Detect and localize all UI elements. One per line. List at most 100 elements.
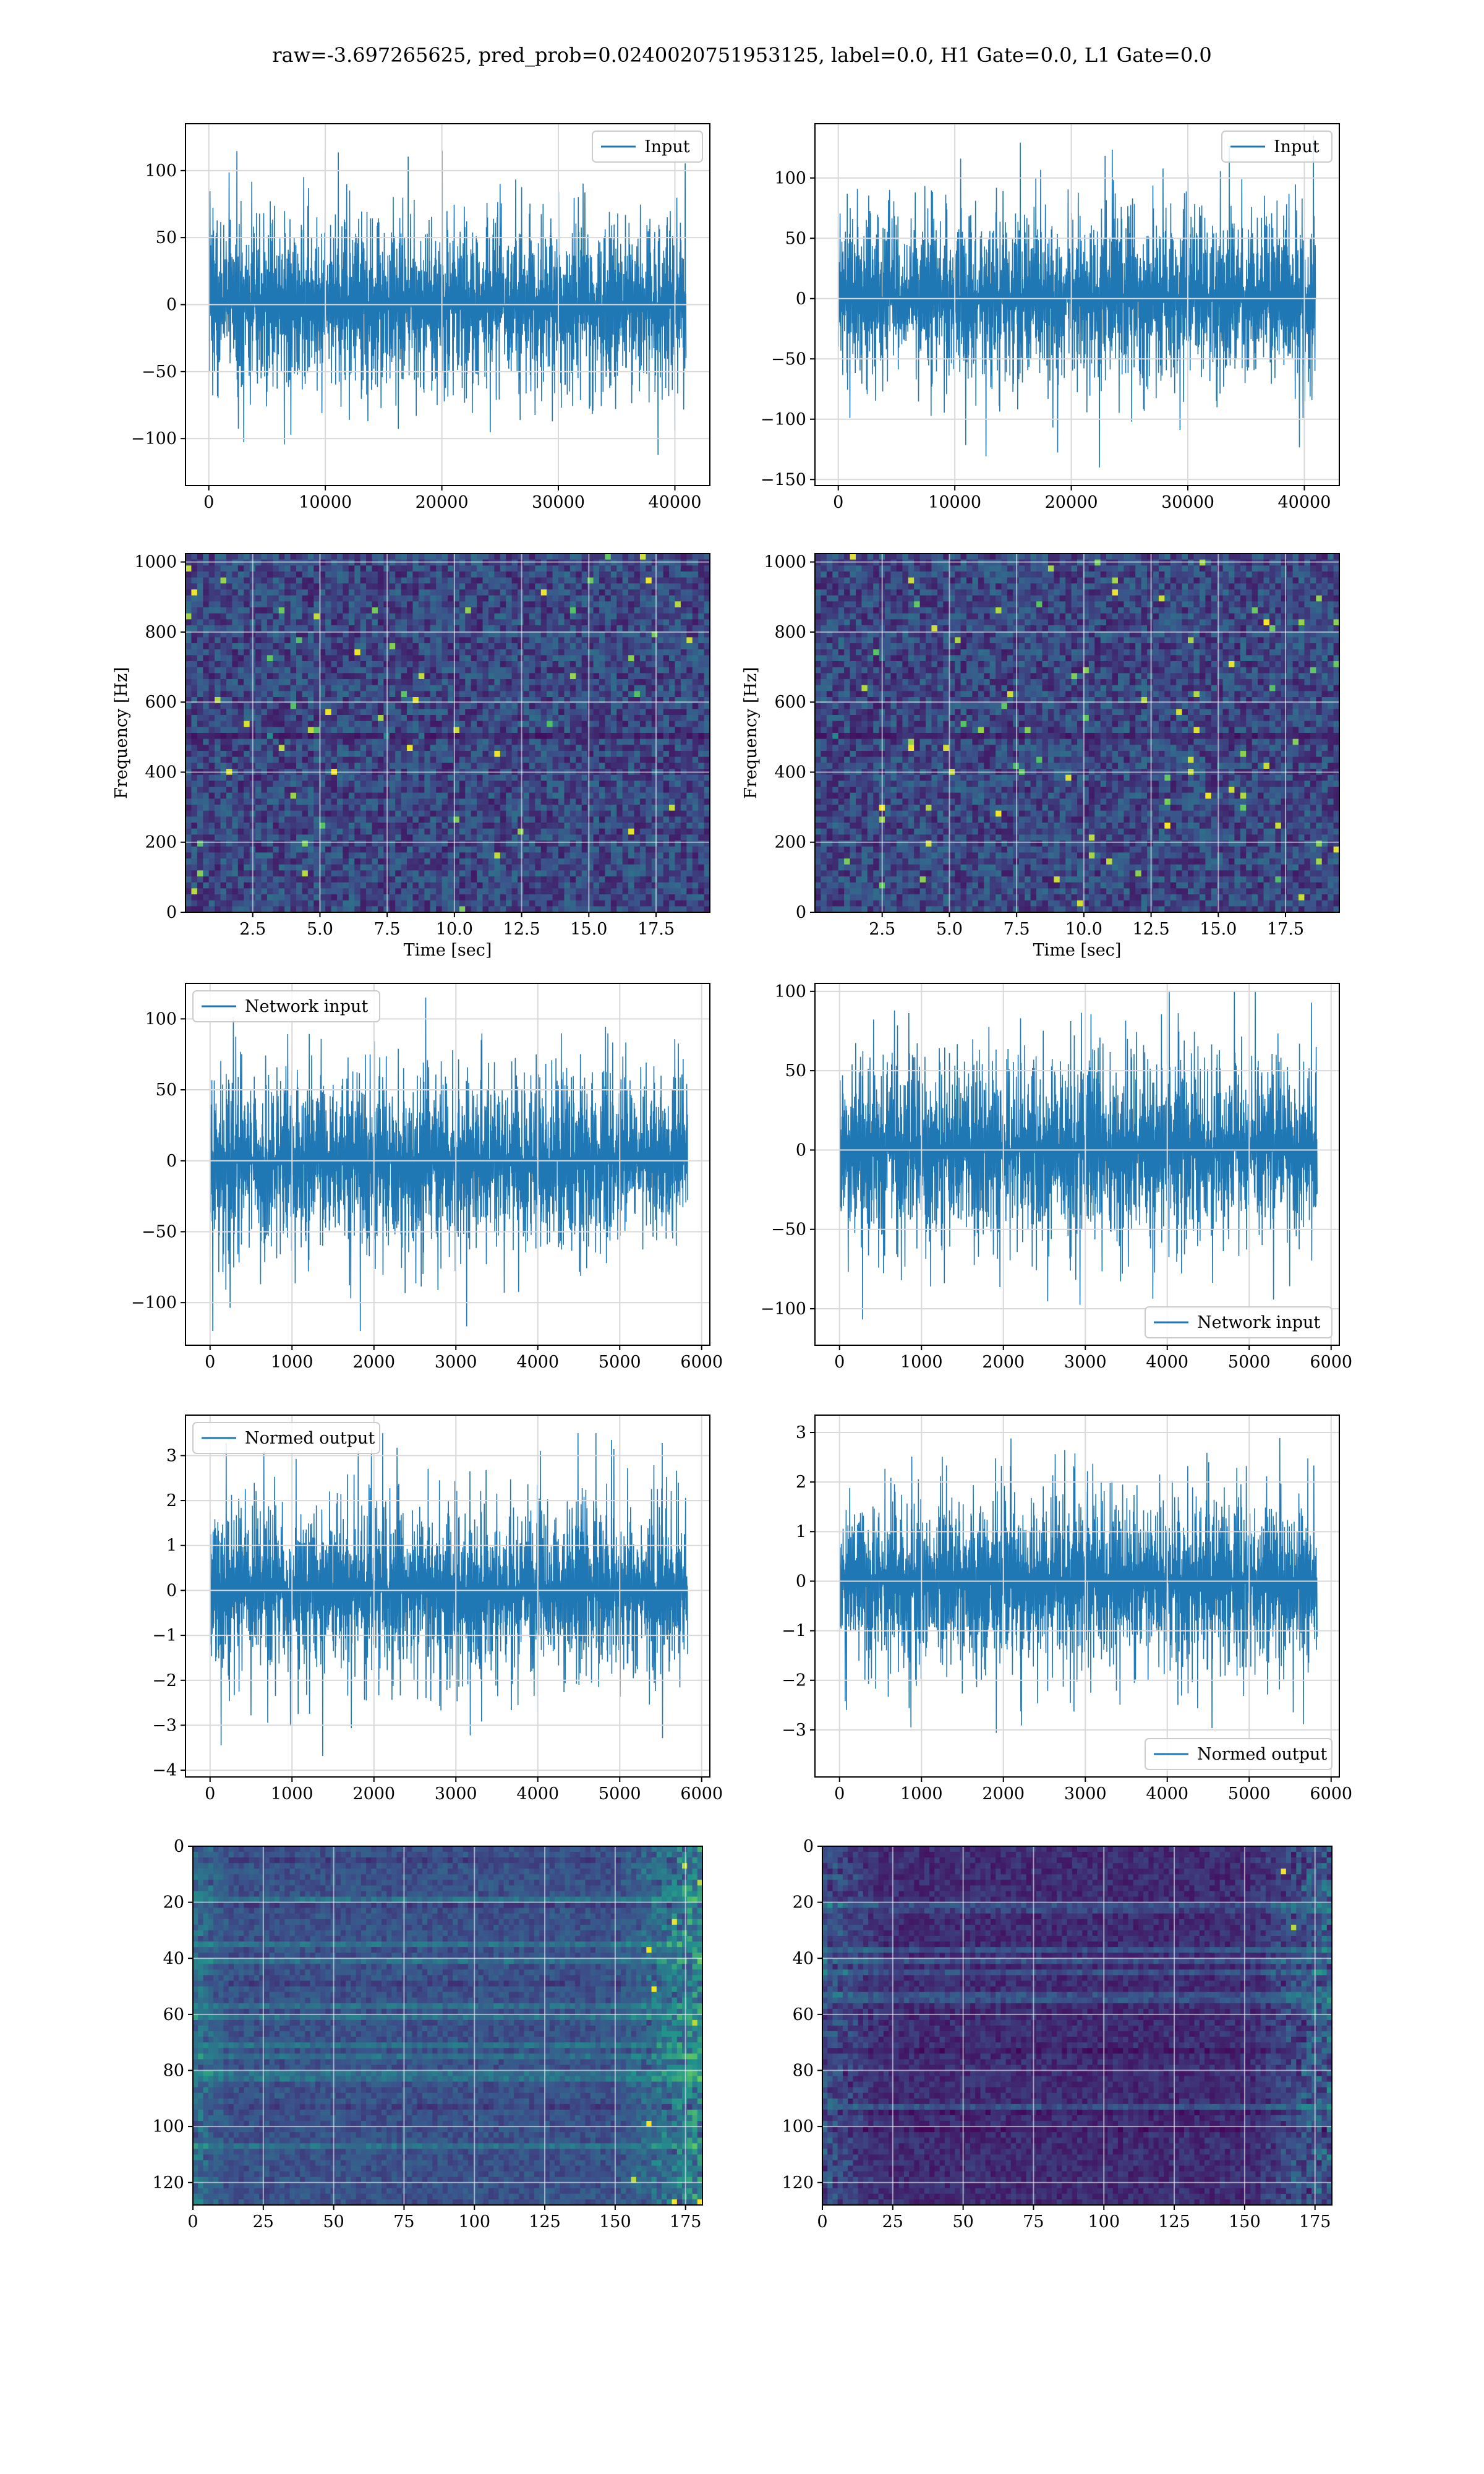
net-l1-xtick-label: 3000 (1064, 1353, 1107, 1372)
net-l1-ytick-label: −100 (761, 1299, 806, 1319)
norm-l1-xtick-label: 5000 (1228, 1784, 1271, 1804)
spec-l1-xtick-label: 17.5 (1267, 920, 1304, 939)
feat-h1-xtick-label: 100 (458, 2212, 490, 2232)
feat-l1-ytick-label: 100 (782, 2117, 814, 2136)
input-h1-ytick-label: 0 (166, 296, 177, 315)
feat-h1-ytick-label: 60 (163, 2005, 184, 2024)
spec-h1-ytick-label: 800 (145, 623, 177, 642)
feat-l1-xtick-label: 125 (1158, 2212, 1190, 2232)
net-h1-ytick-label: −100 (131, 1293, 177, 1312)
spec-h1-xtick-label: 15.0 (570, 920, 607, 939)
spec-h1-ytick-label: 0 (166, 903, 177, 922)
input-h1-ytick-label: −100 (131, 429, 177, 448)
net-h1-ytick-label: −50 (142, 1222, 177, 1241)
input-l1-xtick-label: 30000 (1161, 493, 1214, 512)
spec-h1-ytick-label: 400 (145, 763, 177, 782)
spec-h1-xtick-label: 17.5 (638, 920, 675, 939)
spec-h1-heatmap-cells (186, 554, 710, 912)
net-l1-ytick-label: 100 (774, 982, 806, 1001)
input-h1-xtick-label: 0 (203, 493, 214, 512)
spec-l1-xtick-label: 15.0 (1200, 920, 1237, 939)
norm-h1-xtick-label: 5000 (599, 1784, 641, 1804)
panel-input-l1: 0 10000 20000 30000 40000 −150 −100 −50 0 50 100 In… (761, 123, 1340, 512)
norm-h1-xtick-label: 1000 (271, 1784, 313, 1804)
input-l1-ytick-label: 0 (796, 289, 806, 309)
net-h1-legend: Network input (192, 990, 380, 1022)
norm-h1-ytick-label: 0 (166, 1581, 177, 1600)
norm-l1-xtick-label: 6000 (1310, 1784, 1352, 1804)
net-l1-xtick-label: 1000 (900, 1353, 943, 1372)
feat-h1-ytick-label: 20 (163, 1893, 184, 1912)
input-h1-xtick-label: 20000 (416, 493, 469, 512)
norm-l1-legend-label: Normed output (1197, 1745, 1327, 1764)
norm-l1-series-line (839, 1437, 1318, 1733)
feat-h1-xtick-label: 125 (529, 2212, 561, 2232)
spec-l1-xtick-label: 12.5 (1133, 920, 1170, 939)
panel-spec-l1: 2.5 5.0 7.5 10.0 12.5 15.0 17.5 0 200 400 600 800 10… (741, 553, 1340, 960)
norm-h1-xtick-label: 4000 (516, 1784, 559, 1804)
spec-h1-ylabel: Frequency [Hz] (112, 667, 131, 798)
net-h1-legend-label: Network input (245, 997, 368, 1016)
feat-h1-axes-frame (192, 1846, 703, 2206)
input-l1-ytick-label: 100 (774, 169, 806, 188)
input-l1-legend-label: Input (1274, 137, 1320, 156)
input-l1-legend: Input (1221, 131, 1333, 163)
net-l1-xtick-label: 0 (834, 1353, 845, 1372)
spec-h1-ytick-label: 200 (145, 833, 177, 852)
spec-l1-ytick-label: 1000 (764, 553, 806, 572)
spec-l1-xtick-label: 5.0 (936, 920, 963, 939)
net-l1-legend-label: Network input (1197, 1313, 1320, 1332)
spec-l1-heatmap-cells (815, 554, 1339, 912)
feat-h1-ytick-label: 0 (174, 1837, 184, 1856)
input-h1-plot-area (208, 150, 687, 455)
net-h1-grid (186, 983, 710, 1345)
input-l1-plot-area (837, 135, 1316, 468)
feat-h1-ytick-label: 40 (163, 1949, 184, 1968)
norm-h1-ytick-label: −2 (152, 1671, 177, 1690)
norm-l1-ytick-label: 3 (796, 1423, 806, 1442)
feat-h1-ytick-label: 100 (152, 2117, 184, 2136)
input-h1-xtick-label: 40000 (649, 493, 702, 512)
net-l1-axes-frame (814, 983, 1340, 1346)
net-h1-xtick-label: 1000 (271, 1353, 313, 1372)
feat-l1-heatmap-cells (822, 1846, 1332, 2205)
panel-norm-l1: 0 1000 2000 3000 4000 5000 6000 −3 −2 −1 0 1 2 3 Norme… (782, 1415, 1352, 1804)
net-h1-axes-frame (185, 983, 710, 1346)
net-l1-xtick-label: 6000 (1310, 1353, 1352, 1372)
spec-h1-plot-area (186, 554, 710, 912)
norm-h1-xtick-label: 2000 (352, 1784, 395, 1804)
net-h1-ytick-label: 100 (145, 1009, 177, 1029)
input-h1-legend: Input (592, 131, 703, 163)
spec-h1-xtick-label: 10.0 (436, 920, 473, 939)
feat-l1-plot-area (822, 1846, 1332, 2205)
spec-l1-axes-frame (814, 553, 1340, 913)
norm-h1-plot-area (210, 1433, 688, 1757)
net-l1-xtick-label: 4000 (1146, 1353, 1188, 1372)
norm-l1-legend: Normed output (1145, 1738, 1333, 1770)
net-h1-xtick-label: 5000 (599, 1353, 641, 1372)
input-h1-ytick-label: 100 (145, 161, 177, 181)
net-h1-xtick-label: 3000 (435, 1353, 477, 1372)
norm-h1-series-line (210, 1433, 688, 1757)
feat-l1-xtick-label: 150 (1229, 2212, 1261, 2232)
spec-l1-ytick-label: 0 (796, 903, 806, 922)
spec-h1-xtick-label: 12.5 (503, 920, 540, 939)
norm-h1-ytick-label: 2 (166, 1491, 177, 1510)
feat-h1-xtick-label: 0 (187, 2212, 198, 2232)
norm-h1-legend: Normed output (192, 1422, 380, 1454)
spec-l1-ytick-label: 600 (774, 693, 806, 712)
norm-l1-ytick-label: −2 (782, 1671, 806, 1690)
input-h1-ytick-label: −50 (142, 362, 177, 382)
spec-l1-xtick-label: 2.5 (869, 920, 895, 939)
net-l1-ytick-label: 0 (796, 1141, 806, 1160)
feat-h1-xtick-label: 25 (253, 2212, 274, 2232)
input-h1-xtick-label: 30000 (532, 493, 585, 512)
feat-l1-xtick-label: 75 (1023, 2212, 1044, 2232)
norm-h1-legend-label: Normed output (245, 1429, 375, 1448)
spec-l1-xlabel: Time [sec] (1033, 941, 1122, 960)
spec-h1-ytick-label: 600 (145, 693, 177, 712)
norm-l1-ytick-label: −3 (782, 1721, 806, 1740)
net-h1-xtick-label: 2000 (352, 1353, 395, 1372)
input-l1-ytick-label: 50 (785, 229, 806, 248)
